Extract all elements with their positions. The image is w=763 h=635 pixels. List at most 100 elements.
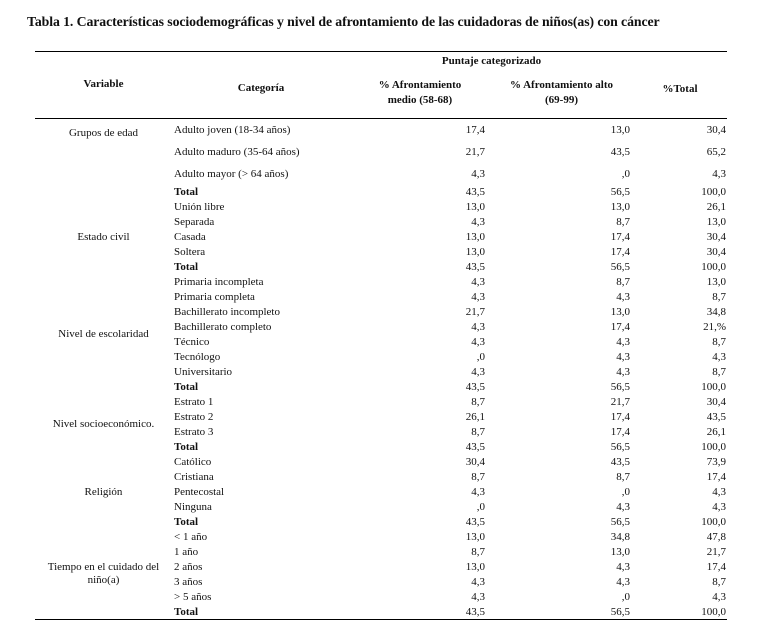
total-value-cell: 100,0 (701, 516, 726, 528)
alto-value-cell: ,0 (621, 486, 630, 498)
table-container: Puntaje categorizado Variable Categoría … (35, 51, 727, 620)
total-value-cell: 100,0 (701, 381, 726, 393)
categoria-cell: 1 año (174, 546, 199, 558)
alto-value-cell: 13,0 (610, 123, 630, 136)
table-row: Total 43,5 56,5 100,0 (35, 185, 727, 200)
total-value-cell: 4,3 (712, 351, 726, 363)
categoria-cell: Primaria completa (174, 291, 255, 303)
column-header-medio-line1: % Afrontamiento (378, 78, 462, 91)
medio-value-cell: 13,0 (465, 531, 485, 543)
medio-value-cell: 43,5 (465, 261, 485, 273)
table-body: Grupos de edad Adulto joven (18-34 años) 1… (35, 119, 727, 620)
header-spacer (35, 52, 350, 71)
alto-value-cell: 56,5 (610, 186, 630, 198)
total-value-cell: 34,8 (706, 306, 726, 318)
total-value-cell: 4,3 (712, 167, 726, 180)
categoria-cell: Total (174, 441, 199, 453)
table-row: Adulto maduro (35-64 años) 21,7 43,5 65,2 (35, 141, 727, 163)
categoria-cell: Adulto mayor (> 64 años) (174, 167, 289, 180)
medio-value-cell: 4,3 (471, 336, 485, 348)
categoria-cell: Total (174, 186, 199, 198)
table-row: Religión Católico 30,4 43,5 73,9 (35, 455, 727, 498)
total-value-cell: 100,0 (701, 261, 726, 273)
table-row: Técnico 4,3 4,3 8,7 (35, 335, 727, 350)
categoria-cell: Total (174, 381, 199, 393)
categoria-cell: 3 años (174, 576, 203, 588)
categoria-cell: Estrato 3 (174, 426, 214, 438)
alto-value-cell: 4,3 (616, 351, 630, 363)
medio-value-cell: ,0 (476, 501, 485, 513)
alto-value-cell: 4,3 (616, 501, 630, 513)
categoria-cell: Cristiana (174, 471, 214, 483)
medio-value-cell: 17,4 (465, 123, 485, 136)
table-row: 1 año 8,7 13,0 21,7 (35, 545, 727, 560)
alto-value-cell: 4,3 (616, 561, 630, 573)
table-row: > 5 años 4,3 ,0 4,3 (35, 590, 727, 605)
alto-value-cell: 43,5 (610, 145, 630, 158)
medio-value-cell: 8,7 (471, 471, 485, 483)
categoria-cell: Total (174, 261, 199, 273)
medio-value-cell: 13,0 (465, 561, 485, 573)
table-row: Ninguna ,0 4,3 4,3 (35, 500, 727, 515)
total-value-cell: 17,4 (706, 561, 726, 573)
categoria-cell: Bachillerato incompleto (174, 306, 280, 318)
total-value-cell: 26,1 (706, 201, 726, 213)
total-value-cell: 8,7 (712, 576, 726, 588)
table-row: Grupos de edad Adulto joven (18-34 años) 1… (35, 119, 727, 141)
categoria-cell: Separada (174, 216, 215, 228)
medio-value-cell: 4,3 (471, 291, 485, 303)
medio-value-cell: 4,3 (471, 167, 485, 180)
categoria-cell: Técnico (174, 336, 210, 348)
alto-value-cell: 43,5 (610, 456, 630, 468)
alto-value-cell: 56,5 (610, 516, 630, 528)
total-value-cell: 8,7 (712, 291, 726, 303)
medio-value-cell: 26,1 (465, 411, 485, 423)
table-row: Bachillerato incompleto 21,7 13,0 34,8 (35, 305, 727, 320)
total-value-cell: 8,7 (712, 366, 726, 378)
alto-value-cell: 13,0 (610, 201, 630, 213)
medio-value-cell: 4,3 (471, 321, 485, 333)
table-row: Total 43,5 56,5 100,0 (35, 515, 727, 530)
medio-value-cell: 8,7 (471, 546, 485, 558)
table-row: Bachillerato completo 4,3 17,4 21,% (35, 320, 727, 335)
total-value-cell: 47,8 (706, 531, 726, 543)
table-row: Universitario 4,3 4,3 8,7 (35, 365, 727, 380)
categoria-cell: Total (174, 516, 199, 528)
total-value-cell: 4,3 (712, 591, 726, 603)
categoria-cell: Estrato 2 (174, 411, 214, 423)
alto-value-cell: 4,3 (616, 291, 630, 303)
medio-value-cell: 21,7 (465, 145, 485, 158)
medio-value-cell: 4,3 (471, 216, 485, 228)
medio-value-cell: 13,0 (465, 231, 485, 243)
categoria-cell: < 1 año (174, 531, 208, 543)
total-value-cell: 26,1 (706, 426, 726, 438)
alto-value-cell: 17,4 (610, 321, 630, 333)
column-header-alto-line1: % Afrontamiento alto (509, 78, 614, 91)
medio-value-cell: 43,5 (465, 381, 485, 393)
column-header-total: %Total (633, 70, 727, 119)
alto-value-cell: 8,7 (616, 471, 630, 483)
table-row: Total 43,5 56,5 100,0 (35, 440, 727, 455)
medio-value-cell: 8,7 (471, 396, 485, 408)
medio-value-cell: 43,5 (465, 605, 485, 618)
table-row: Estrato 3 8,7 17,4 26,1 (35, 425, 727, 440)
variable-label: Grupos de edad (68, 127, 139, 139)
alto-value-cell: ,0 (621, 167, 630, 180)
medio-value-cell: 8,7 (471, 426, 485, 438)
table-title: Tabla 1. Características sociodemográfic… (27, 14, 660, 29)
alto-value-cell: 56,5 (610, 441, 630, 453)
total-value-cell: 13,0 (706, 216, 726, 228)
alto-value-cell: 21,7 (610, 396, 630, 408)
categoria-cell: Católico (174, 456, 212, 468)
table-row: Total 43,5 56,5 100,0 (35, 260, 727, 275)
table-header: Puntaje categorizado Variable Categoría … (35, 52, 727, 119)
categoria-cell: Adulto maduro (35-64 años) (174, 145, 300, 158)
medio-value-cell: 13,0 (465, 201, 485, 213)
table-row: Estado civil Unión libre 13,0 13,0 26,1 (35, 200, 727, 243)
header-span-row: Puntaje categorizado (35, 52, 727, 71)
total-value-cell: 30,4 (706, 396, 726, 408)
categoria-cell: Tecnólogo (174, 351, 221, 363)
column-header-afrontamiento-medio: % Afrontamiento medio (58-68) (350, 70, 490, 119)
header-spacer (633, 52, 727, 71)
